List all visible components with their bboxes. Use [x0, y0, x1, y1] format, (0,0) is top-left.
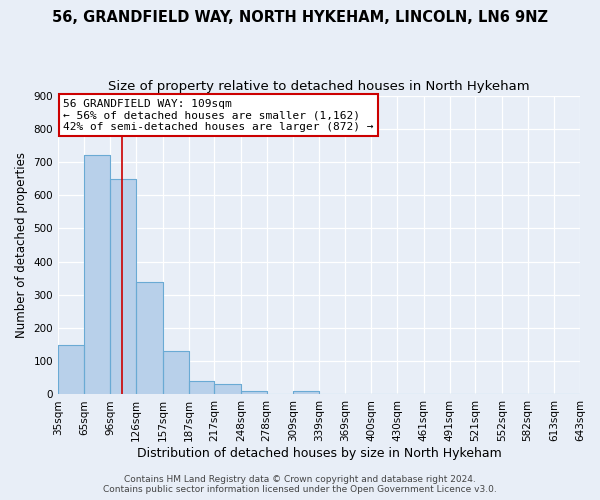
Y-axis label: Number of detached properties: Number of detached properties — [15, 152, 28, 338]
X-axis label: Distribution of detached houses by size in North Hykeham: Distribution of detached houses by size … — [137, 447, 502, 460]
Title: Size of property relative to detached houses in North Hykeham: Size of property relative to detached ho… — [108, 80, 530, 93]
Text: 56 GRANDFIELD WAY: 109sqm
← 56% of detached houses are smaller (1,162)
42% of se: 56 GRANDFIELD WAY: 109sqm ← 56% of detac… — [63, 98, 374, 132]
Text: Contains HM Land Registry data © Crown copyright and database right 2024.
Contai: Contains HM Land Registry data © Crown c… — [103, 474, 497, 494]
Text: 56, GRANDFIELD WAY, NORTH HYKEHAM, LINCOLN, LN6 9NZ: 56, GRANDFIELD WAY, NORTH HYKEHAM, LINCO… — [52, 10, 548, 25]
